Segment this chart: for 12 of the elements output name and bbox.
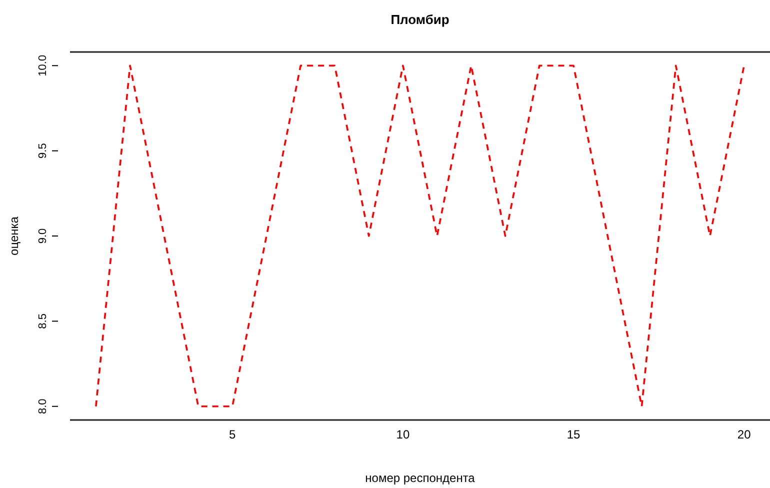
y-axis-title: оценка	[7, 216, 21, 256]
y-tick-label: 8.0	[37, 398, 49, 414]
x-tick-label: 15	[566, 428, 581, 442]
x-axis-title: номер респондента	[365, 471, 476, 485]
y-tick-label: 10.0	[37, 54, 49, 76]
x-tick-label: 10	[396, 428, 410, 442]
x-tick-label: 5	[229, 428, 236, 442]
y-tick-label: 9.5	[37, 143, 49, 158]
y-tick-label: 8.5	[37, 314, 49, 329]
y-tick-label: 9.0	[37, 228, 49, 244]
x-tick-label: 20	[737, 428, 752, 442]
chart-title: Пломбир	[390, 12, 450, 27]
